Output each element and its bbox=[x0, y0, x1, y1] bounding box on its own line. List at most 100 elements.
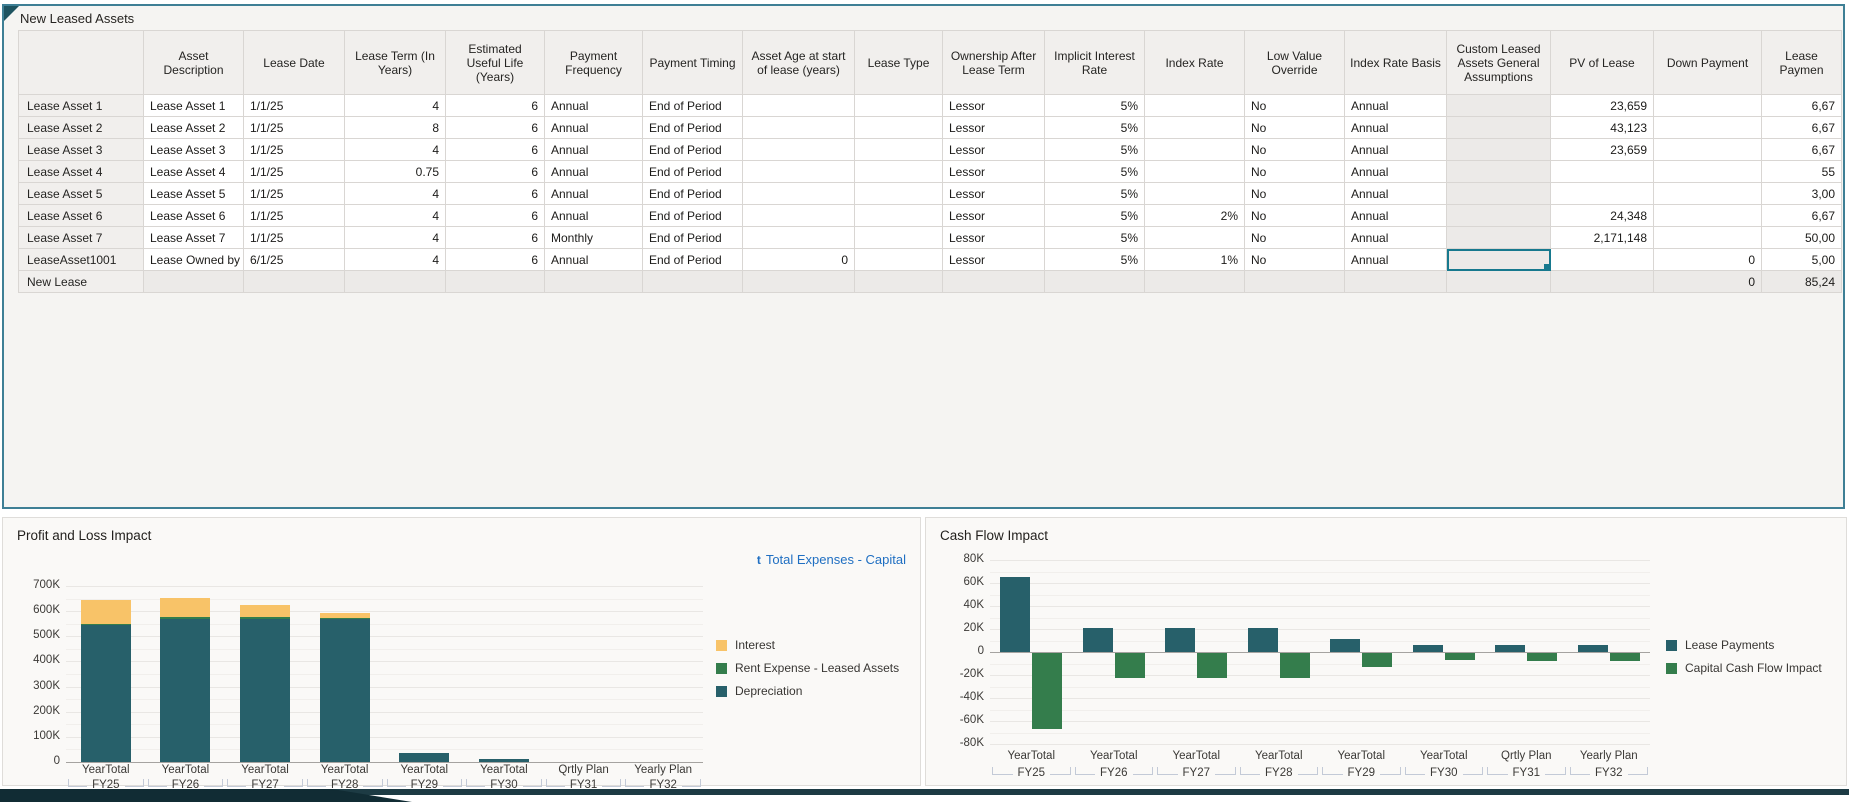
grid-cell[interactable]: 0 bbox=[1653, 248, 1762, 271]
row-header[interactable]: Lease Asset 5 bbox=[18, 182, 144, 205]
bottom-tab[interactable] bbox=[0, 789, 412, 802]
bar-segment[interactable] bbox=[240, 604, 291, 618]
grid-cell[interactable]: No bbox=[1244, 204, 1345, 227]
grid-cell[interactable]: 1/1/25 bbox=[243, 116, 345, 139]
grid-cell[interactable] bbox=[742, 182, 855, 205]
grid-cell[interactable]: Annual bbox=[1344, 160, 1447, 183]
grid-cell[interactable] bbox=[445, 270, 545, 293]
grid-cell[interactable]: Lessor bbox=[942, 94, 1045, 117]
grid-cell[interactable] bbox=[642, 270, 743, 293]
grid-cell[interactable]: 5% bbox=[1044, 248, 1145, 271]
grid-cell[interactable]: Lease Asset 3 bbox=[143, 138, 244, 161]
row-header[interactable]: New Lease bbox=[18, 270, 144, 293]
grid-cell[interactable]: Monthly bbox=[544, 226, 643, 249]
bar-segment[interactable] bbox=[319, 618, 370, 620]
legend-item[interactable]: Lease Payments bbox=[1666, 638, 1822, 652]
grid-cell[interactable]: 2,171,148 bbox=[1550, 226, 1654, 249]
grid-cell[interactable] bbox=[1446, 270, 1551, 293]
grid-cell[interactable]: 5% bbox=[1044, 138, 1145, 161]
grid-cell[interactable]: No bbox=[1244, 226, 1345, 249]
grid-cell[interactable]: 8 bbox=[344, 116, 446, 139]
grid-cell[interactable]: 1/1/25 bbox=[243, 94, 345, 117]
column-header[interactable]: Asset Age at start of lease (years) bbox=[742, 30, 855, 95]
bar-negative[interactable] bbox=[1362, 653, 1393, 667]
grid-cell[interactable]: 5% bbox=[1044, 226, 1145, 249]
grid-cell[interactable] bbox=[1144, 94, 1245, 117]
grid-cell[interactable]: End of Period bbox=[642, 204, 743, 227]
bar-negative[interactable] bbox=[1444, 653, 1475, 661]
grid-cell[interactable]: 6 bbox=[445, 94, 545, 117]
row-header[interactable]: Lease Asset 3 bbox=[18, 138, 144, 161]
bar-segment[interactable] bbox=[478, 759, 529, 762]
grid-cell[interactable] bbox=[1144, 182, 1245, 205]
grid-cell[interactable] bbox=[742, 138, 855, 161]
grid-cell[interactable] bbox=[742, 226, 855, 249]
grid-cell[interactable]: 6,67 bbox=[1761, 138, 1842, 161]
grid-cell[interactable] bbox=[1446, 116, 1551, 139]
column-header[interactable]: Low Value Override bbox=[1244, 30, 1345, 95]
grid-cell[interactable]: 1/1/25 bbox=[243, 182, 345, 205]
grid-cell[interactable]: 55 bbox=[1761, 160, 1842, 183]
bar-positive[interactable] bbox=[1577, 644, 1608, 652]
lease-assets-grid[interactable]: Asset Description Lease Date Lease Term (I… bbox=[18, 30, 1842, 293]
grid-cell[interactable]: 5% bbox=[1044, 182, 1145, 205]
grid-cell[interactable]: 6 bbox=[445, 116, 545, 139]
column-header[interactable]: Payment Timing bbox=[642, 30, 743, 95]
column-header[interactable]: PV of Lease bbox=[1550, 30, 1654, 95]
grid-cell[interactable] bbox=[1446, 160, 1551, 183]
grid-cell[interactable]: Lease Asset 1 bbox=[143, 94, 244, 117]
bar-segment[interactable] bbox=[160, 618, 211, 762]
grid-cell[interactable]: 6,67 bbox=[1761, 116, 1842, 139]
grid-cell[interactable] bbox=[854, 248, 943, 271]
grid-cell[interactable] bbox=[1446, 138, 1551, 161]
grid-cell[interactable]: 6,67 bbox=[1761, 204, 1842, 227]
grid-cell[interactable]: Annual bbox=[544, 248, 643, 271]
grid-cell[interactable] bbox=[854, 160, 943, 183]
grid-cell[interactable] bbox=[1144, 138, 1245, 161]
grid-cell[interactable]: Annual bbox=[544, 182, 643, 205]
column-header[interactable]: Index Rate bbox=[1144, 30, 1245, 95]
bar-negative[interactable] bbox=[1527, 653, 1558, 662]
column-header[interactable]: Custom Leased Assets General Assumptions bbox=[1446, 30, 1551, 95]
bar-segment[interactable] bbox=[240, 617, 291, 619]
grid-cell[interactable] bbox=[742, 94, 855, 117]
grid-cell[interactable]: 23,659 bbox=[1550, 94, 1654, 117]
grid-cell[interactable]: End of Period bbox=[642, 182, 743, 205]
legend-item[interactable]: Rent Expense - Leased Assets bbox=[716, 661, 899, 675]
bar-segment[interactable] bbox=[80, 623, 131, 625]
grid-cell[interactable]: No bbox=[1244, 182, 1345, 205]
bar-negative[interactable] bbox=[1114, 653, 1145, 678]
column-header[interactable]: Payment Frequency bbox=[544, 30, 643, 95]
grid-cell[interactable] bbox=[1653, 94, 1762, 117]
grid-cell[interactable] bbox=[1550, 160, 1654, 183]
bar-positive[interactable] bbox=[1330, 639, 1361, 652]
grid-cell[interactable]: Annual bbox=[544, 138, 643, 161]
grid-cell[interactable]: Lessor bbox=[942, 160, 1045, 183]
grid-cell[interactable]: No bbox=[1244, 94, 1345, 117]
grid-cell[interactable] bbox=[1653, 226, 1762, 249]
row-header[interactable]: Lease Asset 6 bbox=[18, 204, 144, 227]
grid-cell[interactable]: 4 bbox=[344, 204, 446, 227]
grid-cell[interactable]: Lessor bbox=[942, 182, 1045, 205]
grid-cell[interactable] bbox=[854, 270, 943, 293]
bar-segment[interactable] bbox=[240, 618, 291, 762]
grid-cell[interactable]: No bbox=[1244, 160, 1345, 183]
grid-cell[interactable]: 1/1/25 bbox=[243, 138, 345, 161]
grid-cell[interactable]: Lease Asset 5 bbox=[143, 182, 244, 205]
column-header[interactable]: Implicit Interest Rate bbox=[1044, 30, 1145, 95]
grid-cell[interactable]: No bbox=[1244, 248, 1345, 271]
grid-cell[interactable] bbox=[942, 270, 1045, 293]
grid-cell[interactable]: 6 bbox=[445, 138, 545, 161]
bar-positive[interactable] bbox=[1000, 577, 1031, 652]
grid-cell[interactable]: Lessor bbox=[942, 204, 1045, 227]
bar-segment[interactable] bbox=[160, 597, 211, 618]
grid-cell[interactable]: 2% bbox=[1144, 204, 1245, 227]
grid-cell[interactable] bbox=[1653, 116, 1762, 139]
column-header[interactable]: Lease Date bbox=[243, 30, 345, 95]
grid-cell[interactable]: 50,00 bbox=[1761, 226, 1842, 249]
selected-cell[interactable] bbox=[1446, 248, 1551, 271]
grid-cell[interactable] bbox=[1446, 94, 1551, 117]
grid-cell[interactable] bbox=[854, 226, 943, 249]
grid-cell[interactable]: No bbox=[1244, 116, 1345, 139]
grid-cell[interactable] bbox=[1446, 204, 1551, 227]
